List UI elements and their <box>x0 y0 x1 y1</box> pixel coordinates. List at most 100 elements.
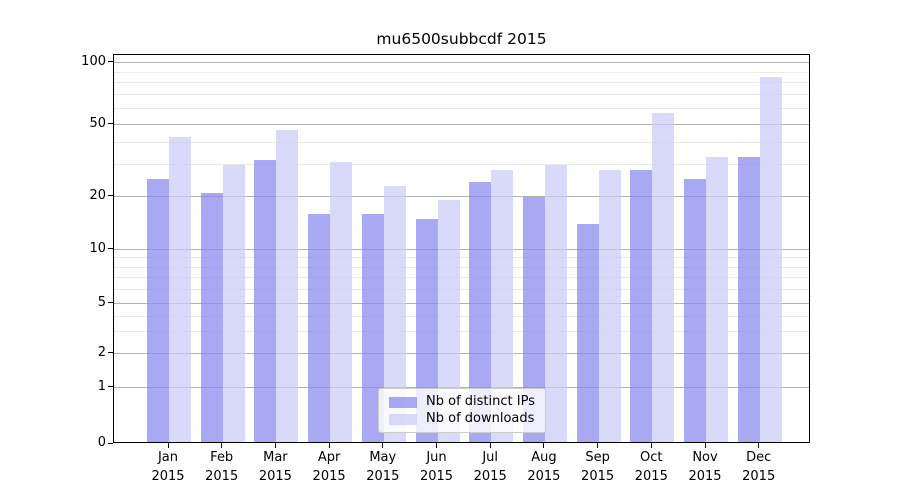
minor-gridline <box>114 94 809 96</box>
bar-may-distinct-ips <box>361 213 384 442</box>
bar-dec-distinct-ips <box>737 157 760 442</box>
bar-nov-distinct-ips <box>684 179 706 442</box>
x-tick-year: 2015 <box>688 469 722 484</box>
minor-gridline <box>114 71 809 73</box>
bar-dec-downloads <box>759 77 782 442</box>
y-tick-mark <box>108 442 113 444</box>
x-tick-year: 2015 <box>581 469 615 484</box>
chart-title: mu6500subbcdf 2015 <box>376 30 547 48</box>
bar-jan-distinct-ips <box>147 179 169 442</box>
bar-jun-downloads <box>437 200 460 442</box>
x-tick-month: Apr <box>317 450 341 465</box>
major-gridline <box>114 387 809 389</box>
x-tick-year: 2015 <box>366 469 400 484</box>
minor-gridline <box>114 82 809 84</box>
x-tick-mark <box>704 443 706 448</box>
minor-gridline <box>114 277 809 279</box>
y-tick-mark <box>108 61 113 62</box>
bar-aug-downloads <box>544 164 567 442</box>
plot-area <box>113 54 810 443</box>
x-tick-mark <box>650 443 652 448</box>
x-tick-year: 2015 <box>151 469 185 484</box>
x-tick-label-nov: Nov 2015 <box>677 448 733 486</box>
x-tick-month: Nov <box>692 450 718 465</box>
minor-gridline <box>114 257 809 259</box>
minor-gridline <box>114 164 809 166</box>
y-tick-label: 2 <box>97 344 106 360</box>
legend: Nb of distinct IPs Nb of downloads <box>378 388 546 433</box>
x-tick-year: 2015 <box>634 469 668 484</box>
x-tick-year: 2015 <box>742 469 776 484</box>
x-tick-month: Sep <box>585 450 610 465</box>
y-tick-label: 100 <box>81 53 106 69</box>
bar-aug-distinct-ips <box>522 196 545 442</box>
x-tick-year: 2015 <box>419 469 454 484</box>
x-tick-month: May <box>369 450 397 465</box>
bar-oct-downloads <box>652 113 675 442</box>
y-tick-mark <box>108 386 113 388</box>
x-tick-mark <box>597 443 599 448</box>
x-tick-mark <box>489 443 491 448</box>
x-tick-month: Feb <box>210 450 234 465</box>
x-tick-mark <box>543 443 545 448</box>
x-tick-label-apr: Apr 2015 <box>301 448 357 486</box>
x-tick-year: 2015 <box>473 469 507 484</box>
x-tick-label-feb: Feb 2015 <box>194 448 250 486</box>
x-tick-year: 2015 <box>205 469 239 484</box>
minor-gridline <box>114 315 809 317</box>
y-tick-label: 50 <box>89 115 106 131</box>
x-tick-mark <box>758 443 760 448</box>
major-gridline <box>114 62 809 63</box>
minor-gridline <box>114 141 809 143</box>
x-tick-mark <box>382 443 384 448</box>
x-tick-mark <box>274 443 276 448</box>
y-tick-label: 20 <box>89 187 106 203</box>
x-tick-year: 2015 <box>312 469 346 484</box>
legend-swatch-distinct-ips <box>389 396 417 408</box>
x-tick-month: Jul <box>482 450 499 465</box>
minor-gridline <box>114 108 809 110</box>
x-tick-label-jun: Jun 2015 <box>409 448 465 486</box>
bar-sep-distinct-ips <box>576 223 599 442</box>
bar-nov-downloads <box>706 157 728 442</box>
bar-mar-downloads <box>276 129 299 442</box>
bar-mar-distinct-ips <box>254 159 277 442</box>
bar-apr-downloads <box>330 162 353 442</box>
x-tick-year: 2015 <box>527 469 561 484</box>
legend-swatch-downloads <box>389 413 417 425</box>
x-tick-label-dec: Dec 2015 <box>731 448 787 486</box>
major-gridline <box>114 124 809 126</box>
y-tick-mark <box>108 302 113 304</box>
x-tick-label-aug: Aug 2015 <box>516 448 572 486</box>
x-tick-month: Mar <box>263 450 288 465</box>
bar-feb-distinct-ips <box>200 192 223 442</box>
bar-apr-distinct-ips <box>308 213 331 442</box>
bar-feb-downloads <box>222 164 245 442</box>
x-tick-label-mar: Mar 2015 <box>247 448 303 486</box>
x-tick-label-may: May 2015 <box>355 448 411 486</box>
x-tick-month: Oct <box>640 450 663 465</box>
minor-gridline <box>114 289 809 291</box>
minor-gridline <box>114 266 809 268</box>
x-tick-month: Jun <box>426 450 447 465</box>
major-gridline <box>114 249 809 250</box>
y-tick-mark <box>108 195 113 197</box>
x-tick-label-oct: Oct 2015 <box>623 448 679 486</box>
x-tick-mark <box>167 443 169 448</box>
bar-sep-downloads <box>598 170 621 442</box>
bar-may-downloads <box>383 185 406 442</box>
bar-jan-downloads <box>169 136 191 442</box>
y-tick-label: 10 <box>89 240 106 256</box>
x-tick-mark <box>436 443 437 448</box>
legend-label-distinct-ips: Nb of distinct IPs <box>426 394 535 409</box>
major-gridline <box>114 303 809 305</box>
x-tick-label-jul: Jul 2015 <box>462 448 518 486</box>
y-tick-label: 1 <box>97 378 106 394</box>
bar-jul-downloads <box>491 170 514 442</box>
major-gridline <box>114 353 809 355</box>
y-tick-mark <box>108 352 113 354</box>
major-gridline <box>114 196 809 198</box>
x-tick-label-sep: Sep 2015 <box>570 448 626 486</box>
x-tick-month: Aug <box>531 450 557 465</box>
